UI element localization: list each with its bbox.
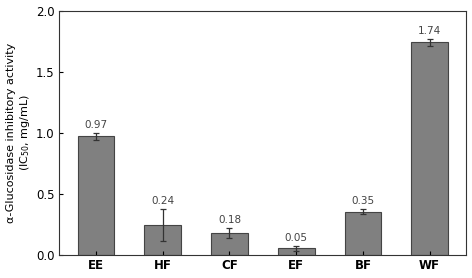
Bar [411,42,448,255]
Text: 1.74: 1.74 [418,26,441,36]
Text: 0.97: 0.97 [84,120,108,130]
Bar [211,233,248,255]
Text: 0.35: 0.35 [351,196,374,206]
Text: 0.05: 0.05 [285,233,308,243]
Text: 0.18: 0.18 [218,215,241,225]
Bar [144,225,181,255]
Bar [345,212,381,255]
Text: 0.24: 0.24 [151,196,174,206]
Bar [278,249,314,255]
Y-axis label: α-Glucosidase inhibitory activity
(IC$_{50}$, mg/mL): α-Glucosidase inhibitory activity (IC$_{… [6,43,32,223]
Bar [78,136,114,255]
